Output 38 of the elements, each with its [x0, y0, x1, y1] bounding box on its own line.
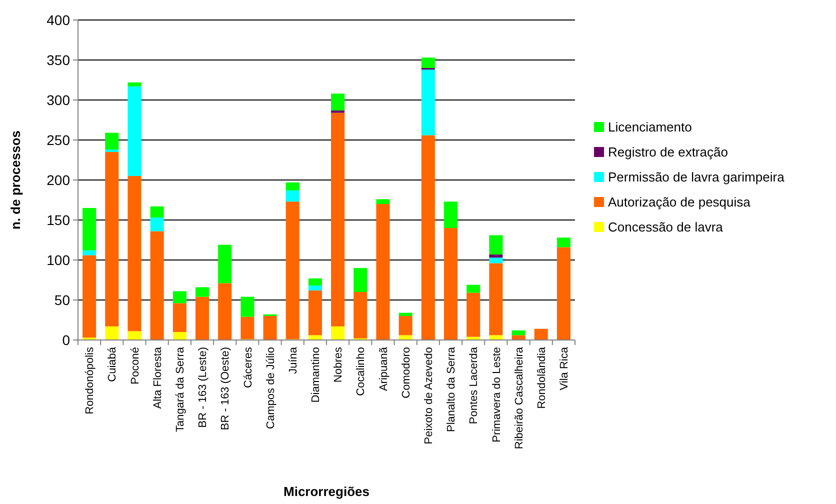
y-tick-label: 150 — [46, 212, 70, 228]
legend-label: Registro de extração — [608, 144, 728, 160]
x-tick-label: Rondonópolis — [84, 346, 96, 414]
x-tick-label: Diamantino — [310, 347, 322, 403]
legend-label: Licenciamento — [608, 120, 692, 135]
x-tick-label: Tangará da Serra — [174, 346, 187, 432]
x-tick-label: Cuiabá — [106, 346, 119, 382]
y-tick-label: 0 — [62, 332, 70, 348]
x-tick-label: Campos de Júlio — [264, 347, 277, 429]
x-tick-label: Ribeirão Cascalheira — [513, 346, 526, 450]
x-tick-label: Nobres — [332, 346, 345, 382]
x-tick-label: Aripuanã — [378, 346, 390, 392]
x-tick-label: BR - 163 (Leste) — [197, 347, 210, 428]
x-tick-label: Peixoto de Azevedo — [423, 347, 436, 444]
legend-label: Permissão de lavra garimpeira — [608, 170, 786, 185]
y-tick-label: 350 — [46, 52, 70, 68]
x-tick-label: Comodoro — [400, 347, 412, 398]
x-tick-label: BR - 163 (Oeste) — [220, 347, 232, 430]
x-tick-label: Alta Floresta — [152, 346, 164, 409]
x-tick-label: Primavera do Leste — [490, 347, 503, 442]
x-tick-label: Poconé — [129, 347, 142, 384]
x-tick-label: Vila Rica — [558, 346, 571, 390]
y-tick-label: 400 — [46, 12, 70, 28]
y-tick-label: 300 — [46, 92, 70, 108]
x-tick-label: Juína — [287, 346, 300, 374]
legend-label: Concessão de lavra — [608, 220, 724, 235]
x-tick-label: Cáceres — [242, 346, 254, 388]
y-tick-label: 100 — [46, 252, 70, 268]
x-tick-label: Planalto da Serra — [446, 346, 458, 432]
x-tick-label: Pontes Lacerda — [468, 346, 480, 424]
legend-label: Autorização de pesquisa — [608, 194, 752, 210]
x-axis-title: Microrregiões — [284, 484, 370, 499]
x-tick-label: Rondolândia — [536, 346, 548, 409]
y-tick-label: 50 — [54, 292, 70, 308]
x-tick-label: Cocalinho — [355, 347, 368, 396]
y-axis-title: n. de processos — [8, 130, 23, 230]
y-tick-label: 250 — [46, 132, 70, 148]
y-tick-label: 200 — [46, 172, 70, 188]
